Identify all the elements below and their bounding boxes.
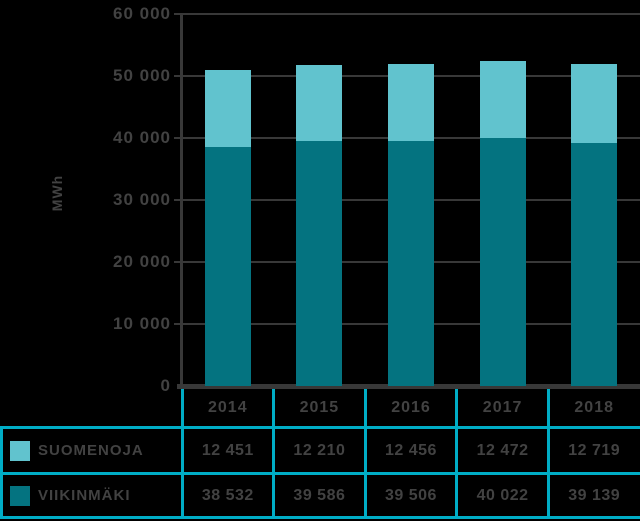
year-header-cell: 2018 [574,399,614,416]
table-horizontal-border [0,472,640,475]
y-axis-tick [174,13,182,15]
bar-segment-suomenoja [571,64,618,144]
table-vertical-border [547,389,550,519]
y-axis-tick [174,323,182,325]
value-cell: 39 506 [385,487,437,504]
value-cell: 40 022 [476,487,529,504]
y-axis-tick [174,75,182,77]
value-cell: 38 532 [201,487,254,504]
value-cell: 12 451 [201,442,254,459]
bar-segment-suomenoja [204,69,251,148]
bar-segment-viikinmaki [479,137,526,386]
legend-swatch [10,485,30,506]
y-tick-label: 60 000 [113,4,171,23]
bar-segment-viikinmaki [571,143,618,386]
year-header-cell: 2017 [482,399,523,416]
x-axis-line [177,384,640,389]
y-axis-tick [174,199,182,201]
value-cell: 12 456 [385,442,437,459]
bar-segment-suomenoja [388,63,434,142]
y-tick-label: 10 000 [113,314,171,333]
table-vertical-border [181,389,184,519]
y-tick-label: 40 000 [113,128,171,147]
legend-swatch [10,440,30,461]
table-vertical-border [455,389,458,519]
y-axis-tick [174,137,182,139]
year-header-cell: 2015 [299,399,340,416]
value-cell: 12 472 [476,442,529,459]
y-tick-label: 50 000 [113,66,171,85]
y-axis-tick [174,261,182,263]
bar-segment-suomenoja [479,60,526,138]
value-cell: 12 210 [293,442,346,459]
table-horizontal-border [0,516,640,519]
y-tick-label: 30 000 [113,190,171,209]
bar-segment-viikinmaki [296,140,343,386]
bar-segment-viikinmaki [204,147,251,386]
y-tick-label: 20 000 [113,252,171,271]
value-cell: 12 719 [568,442,621,459]
bar-segment-viikinmaki [388,141,434,386]
y-tick-label: 0 [160,376,171,395]
value-cell: 39 586 [293,487,346,504]
table-vertical-border [364,389,367,519]
table-left-border [0,426,3,519]
y-axis-line [180,13,183,385]
value-cell: 39 139 [568,487,621,504]
year-header-cell: 2016 [391,399,431,416]
legend-label: VIIKINMÄKI [38,487,131,504]
year-header-cell: 2014 [208,399,248,416]
gridline [182,13,640,15]
bar-segment-suomenoja [296,64,343,141]
table-vertical-border [272,389,275,519]
legend-label: SUOMENOJA [38,442,144,459]
table-horizontal-border [0,426,640,429]
